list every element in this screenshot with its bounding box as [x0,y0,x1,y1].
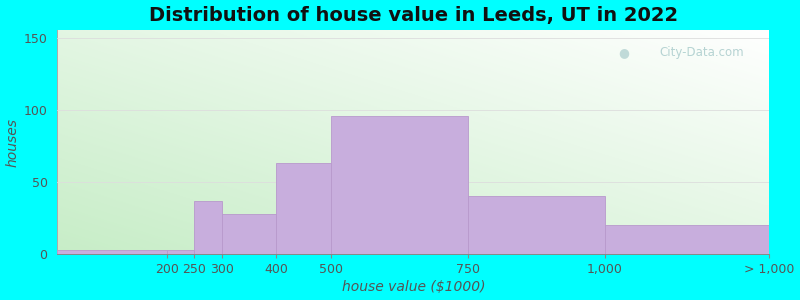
X-axis label: house value ($1000): house value ($1000) [342,280,485,294]
Bar [331,116,468,254]
Bar [167,250,194,254]
Text: ●: ● [618,46,630,59]
Bar [194,201,222,254]
Y-axis label: houses: houses [6,118,19,167]
Bar [468,196,605,254]
Text: City-Data.com: City-Data.com [660,46,744,59]
Bar [605,225,770,254]
Bar [276,163,331,254]
Bar [222,214,276,254]
Bar [58,250,167,254]
Title: Distribution of house value in Leeds, UT in 2022: Distribution of house value in Leeds, UT… [149,6,678,25]
